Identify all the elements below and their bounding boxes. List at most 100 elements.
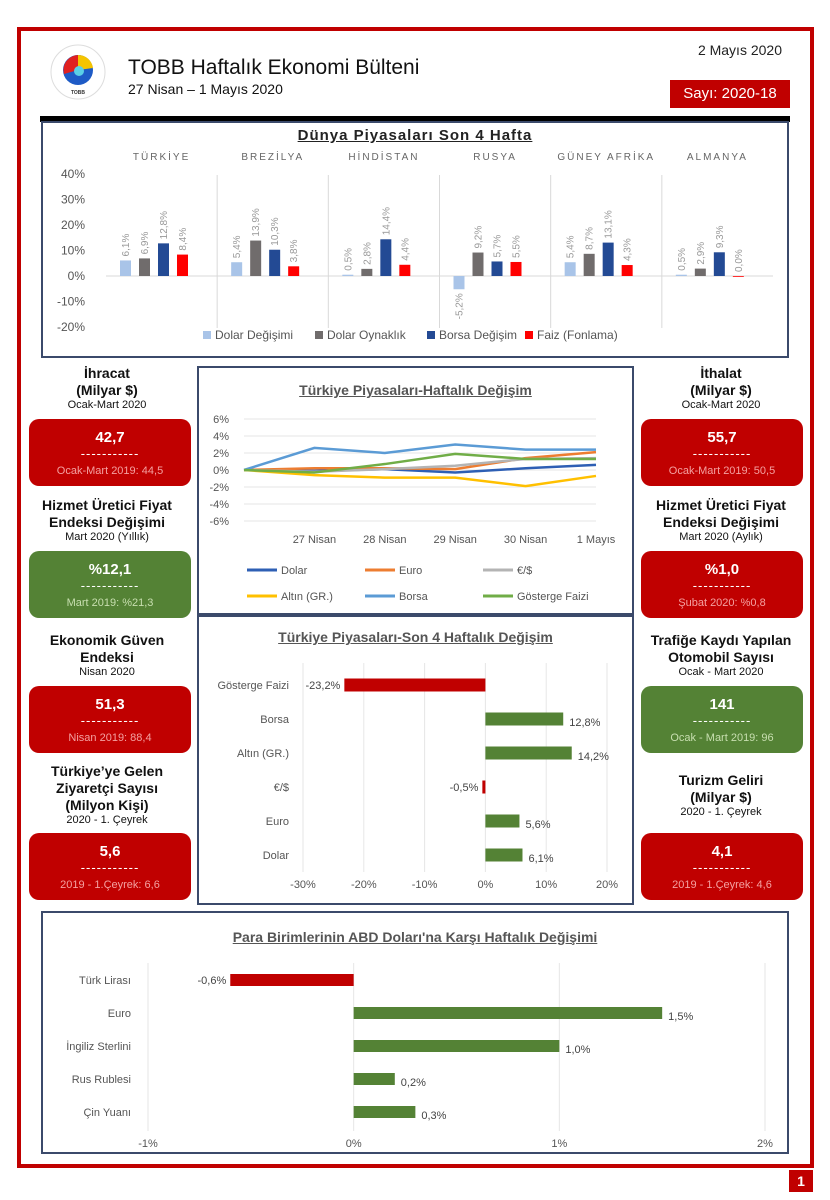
data-label: 1,0%: [565, 1044, 590, 1056]
data-label: 0,5%: [343, 248, 354, 271]
category-label: Euro: [266, 816, 289, 828]
category-label: €/$: [274, 782, 289, 794]
data-label: 12,8%: [159, 211, 170, 239]
bar: [491, 261, 503, 276]
y-tick-label: 0%: [68, 269, 86, 283]
bar: [353, 1106, 416, 1118]
y-tick-label: -6%: [209, 516, 229, 528]
page-number: 1: [789, 1170, 813, 1192]
data-label: 2,9%: [696, 242, 707, 265]
data-label: -5,2%: [455, 293, 466, 319]
tobb-logo: TOBB: [50, 44, 106, 100]
x-tick-label: 30 Nisan: [504, 534, 547, 546]
kpi-card-visitors: 5,6 ----------- 2019 - 1.Çeyrek: 6,6: [29, 833, 191, 900]
bar: [732, 276, 744, 277]
data-label: 14,4%: [381, 207, 392, 235]
y-tick-label: 6%: [213, 414, 229, 426]
page-frame: [17, 27, 814, 1168]
category-label: Altın (GR.): [237, 748, 289, 760]
legend-label: €/$: [517, 565, 532, 577]
legend-swatch: [427, 331, 435, 339]
data-label: 13,9%: [251, 208, 262, 236]
y-tick-label: 20%: [61, 218, 85, 232]
chart-title: Türkiye Piyasaları-Son 4 Haftalık Değişi…: [278, 629, 553, 645]
kpi-header: Trafiğe Kaydı Yapılan Otomobil Sayısı Ocak…: [650, 632, 792, 678]
kpi-header: Hizmet Üretici Fiyat Endeksi Değişimi Mart…: [656, 497, 786, 543]
bar: [353, 1040, 560, 1052]
data-label: 1,5%: [668, 1011, 693, 1023]
data-label: 6,1%: [121, 234, 132, 257]
bar: [694, 268, 706, 276]
kpi-header: Turizm Geliri (Milyar $) 2020 - 1. Çeyrek: [678, 772, 764, 818]
bar: [288, 266, 300, 276]
weekly-line-chart: 6% 4% 2% 0% -2% -4% -6% 27 Nisan 28 Nisan 29 Nisa…: [209, 414, 615, 603]
kpi-card-tourism-revenue: 4,1 ----------- 2019 - 1.Çeyrek: 4,6: [641, 833, 803, 900]
legend-swatch: [203, 331, 211, 339]
data-label: 9,3%: [715, 225, 726, 248]
data-label: 0,3%: [421, 1110, 446, 1122]
bar: [583, 253, 595, 276]
category-label: BREZİLYA: [241, 150, 304, 163]
kpi-card-service-ppi-annual: %12,1 ----------- Mart 2019: %21,3: [29, 551, 191, 618]
data-label: 8,4%: [178, 228, 189, 251]
legend-label: Gösterge Faizi: [517, 591, 589, 603]
category-label: Euro: [108, 1008, 131, 1020]
category-label: TÜRKİYE: [133, 150, 190, 163]
data-label: 12,8%: [569, 717, 600, 729]
data-label: 6,9%: [140, 232, 151, 255]
y-tick-label: 30%: [61, 193, 85, 207]
bulletin-title: TOBB Haftalık Ekonomi Bülteni: [128, 56, 420, 79]
data-label: 5,6%: [525, 819, 550, 831]
data-label: 0,5%: [677, 248, 688, 271]
bar: [250, 240, 262, 276]
data-label: 4,4%: [400, 238, 411, 261]
kpi-header: Ekonomik Güven Endeksi Nisan 2020: [49, 632, 165, 678]
category-label: Türk Lirası: [79, 975, 131, 987]
legend-label: Altın (GR.): [281, 591, 333, 603]
bar: [344, 678, 486, 692]
category-label: Çin Yuanı: [83, 1107, 131, 1119]
legend-label: Euro: [399, 565, 422, 577]
bar: [399, 264, 411, 276]
fx-bar-chart: -1% 0% 1% 2% Türk Lirası -0,6% Euro 1,5% İngiliz…: [66, 963, 773, 1150]
category-label: ALMANYA: [687, 152, 748, 163]
data-label: 9,2%: [474, 226, 485, 249]
data-label: -23,2%: [305, 680, 340, 692]
legend-label: Dolar Oynaklık: [327, 328, 407, 342]
x-tick-label: 2%: [757, 1138, 773, 1150]
fx-panel: Para Birimlerinin ABD Doları'na Karşı Ha…: [41, 911, 789, 1154]
bar: [485, 746, 572, 760]
legend-label: Dolar: [281, 565, 308, 577]
data-label: 10,3%: [270, 217, 281, 245]
data-label: 0,0%: [734, 249, 745, 272]
bar: [120, 260, 131, 276]
bar: [231, 262, 243, 276]
y-tick-label: 2%: [213, 448, 229, 460]
x-tick-label: -30%: [290, 879, 316, 891]
x-tick-label: 27 Nisan: [293, 534, 336, 546]
bar: [713, 252, 725, 276]
kpi-card-economic-confidence: 51,3 ----------- Nisan 2019: 88,4: [29, 686, 191, 753]
weekly-line-panel: Türkiye Piyasaları-Haftalık Değişim 6% 4%…: [197, 366, 634, 615]
category-label: Rus Rublesi: [72, 1074, 131, 1086]
category-label: HİNDİSTAN: [348, 150, 419, 163]
bar: [602, 242, 614, 276]
svg-text:TOBB: TOBB: [71, 90, 85, 96]
kpi-card-service-ppi-monthly: %1,0 ----------- Şubat 2020: %0,8: [641, 551, 803, 618]
y-tick-label: 40%: [61, 167, 85, 181]
data-label: 8,7%: [585, 227, 596, 250]
bar: [485, 848, 523, 862]
bar: [269, 249, 281, 276]
bar: [453, 276, 465, 290]
bar: [621, 265, 633, 276]
series-line: [243, 452, 596, 474]
bulletin-date-range: 27 Nisan – 1 Mayıs 2020: [128, 81, 283, 97]
chart-title: Para Birimlerinin ABD Doları'na Karşı Ha…: [232, 929, 598, 945]
bar: [361, 268, 373, 276]
x-tick-label: 28 Nisan: [363, 534, 406, 546]
kpi-header: Hizmet Üretici Fiyat Endeksi Değişimi Mart…: [42, 497, 172, 543]
y-tick-label: -20%: [57, 320, 85, 334]
legend-swatch: [315, 331, 323, 339]
x-tick-label: 0%: [477, 879, 493, 891]
legend-label: Borsa: [399, 591, 429, 603]
